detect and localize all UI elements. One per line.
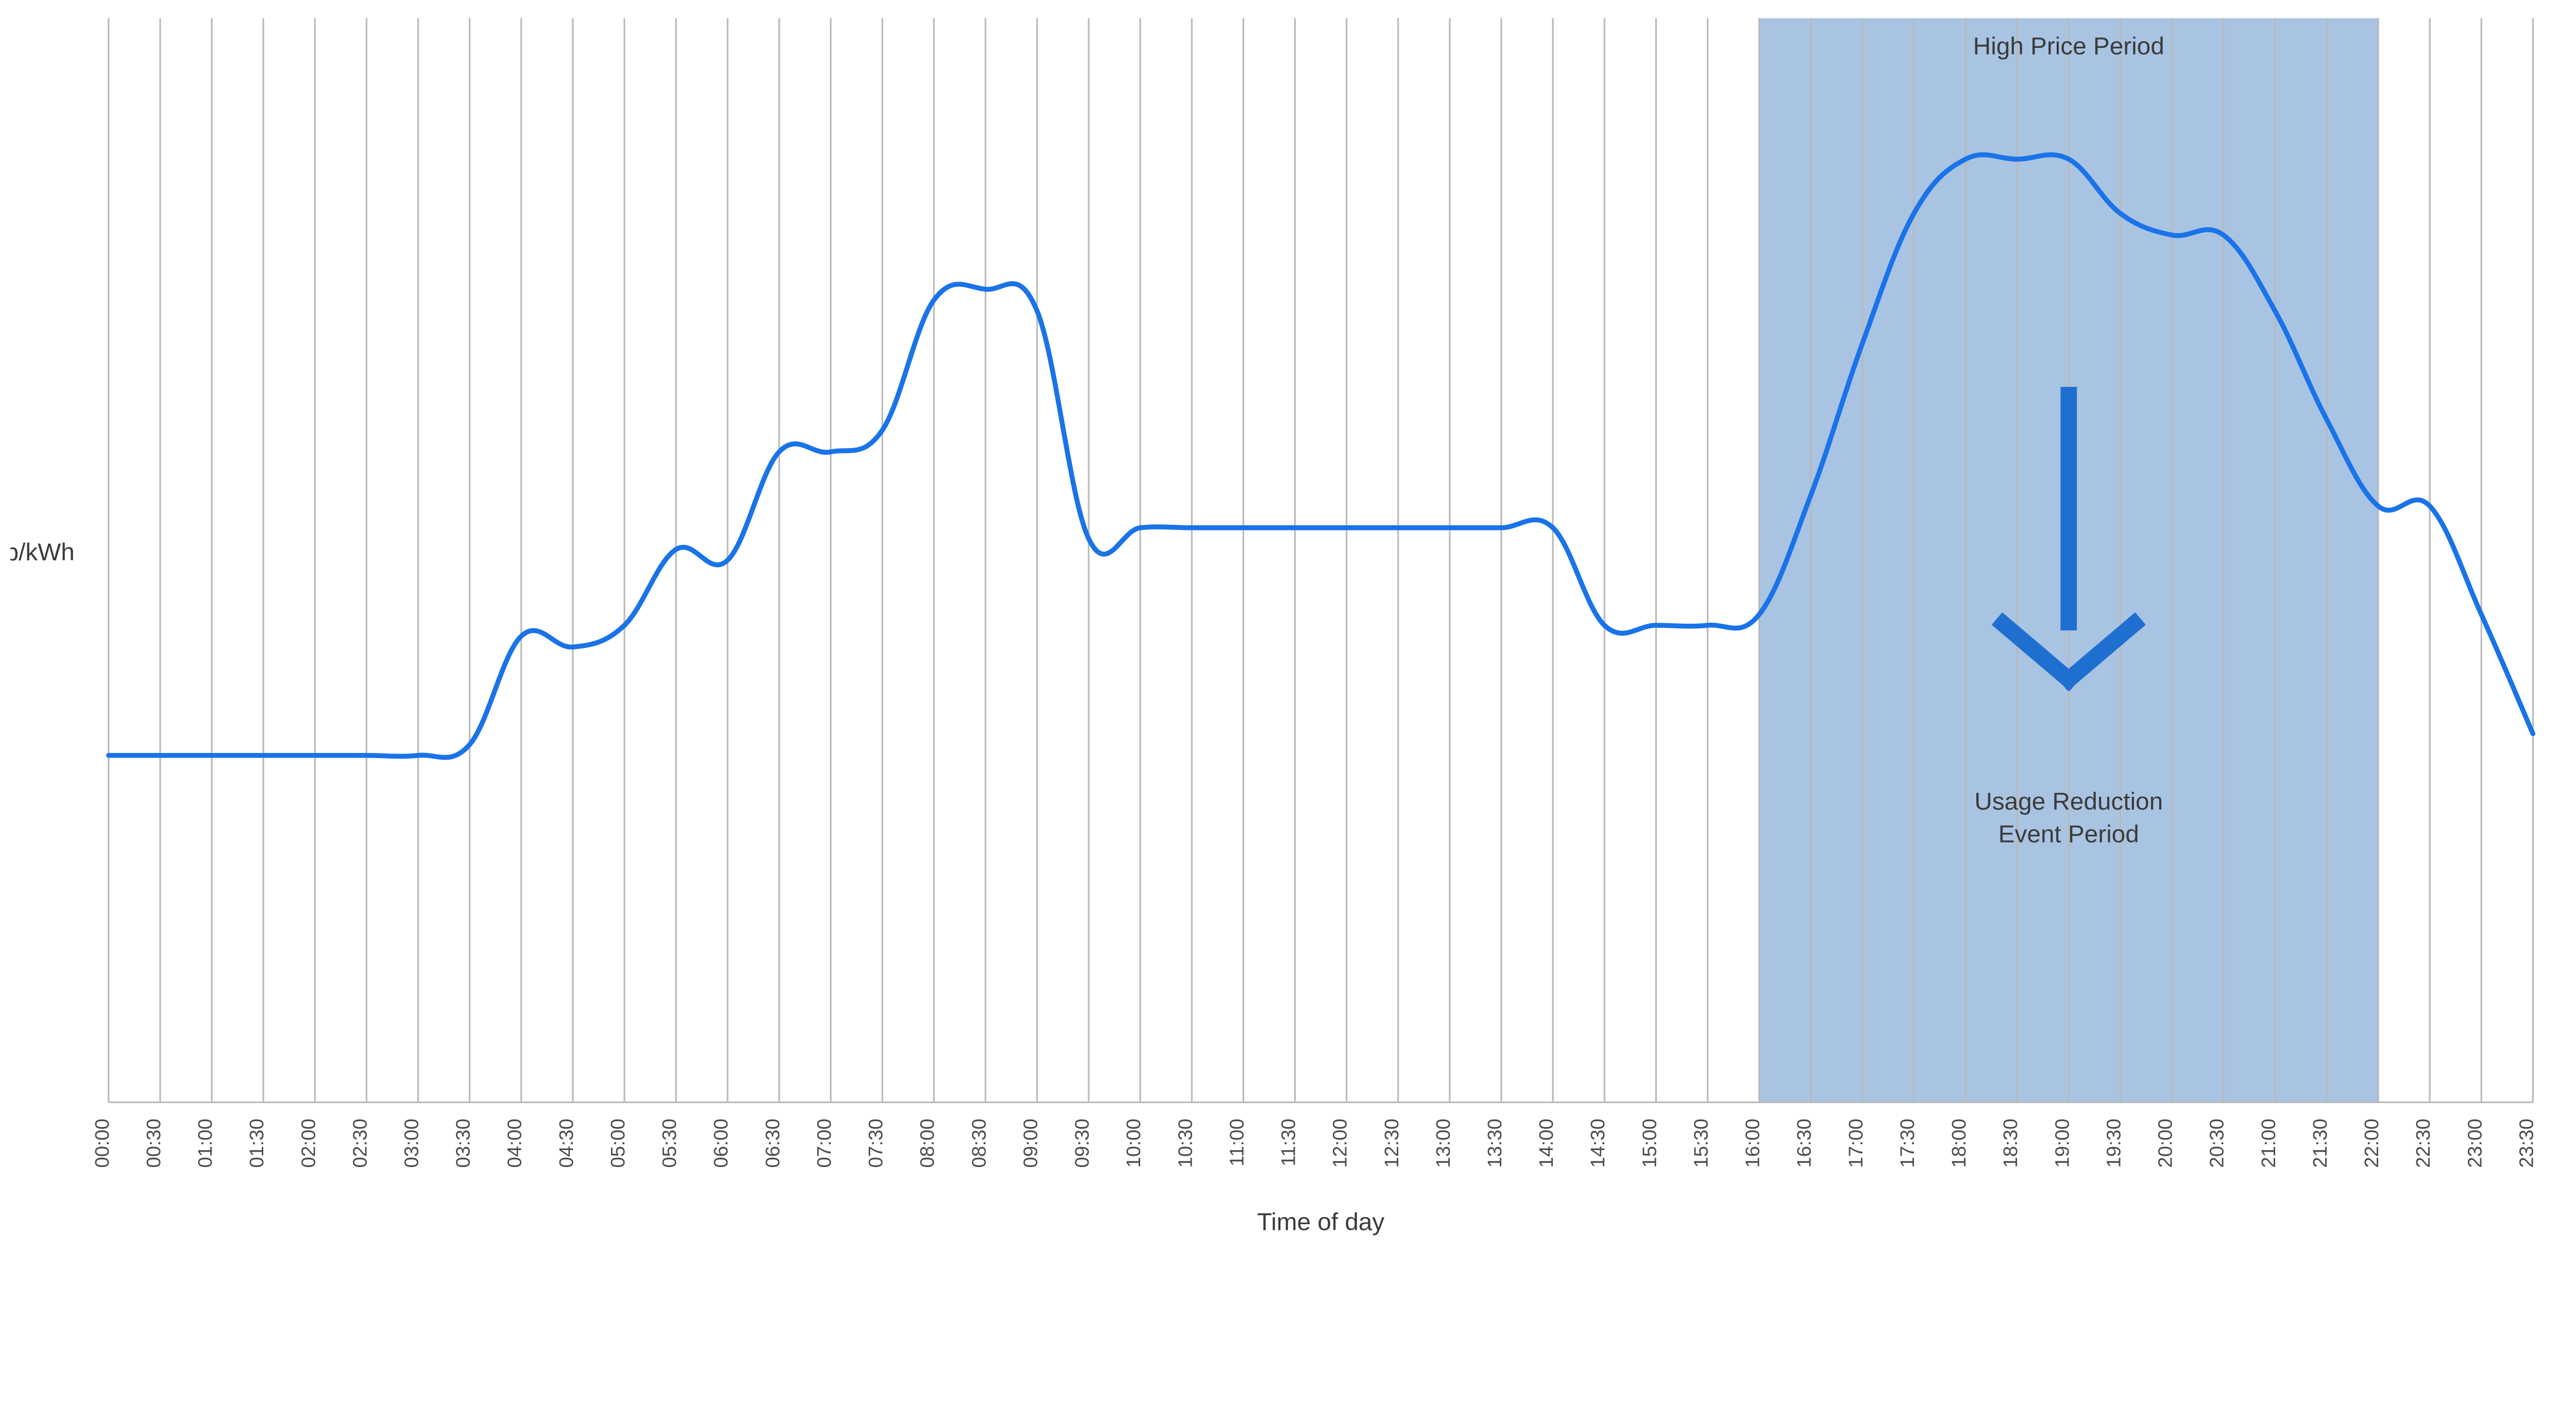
x-tick-label: 14:30 — [1587, 1119, 1609, 1168]
y-axis-title: p/kWh — [10, 539, 75, 566]
x-tick-label: 01:00 — [194, 1119, 216, 1168]
x-tick-label: 17:30 — [1896, 1119, 1919, 1168]
high-price-label: High Price Period — [1973, 32, 2164, 60]
usage-reduction-label: Usage Reduction — [1974, 788, 2163, 815]
x-tick-label: 08:30 — [968, 1119, 990, 1168]
chart-container: 00:00 00:30 01:00 01:30 02:00 02:30 03:00 03:30… — [0, 0, 2576, 1260]
x-tick-label: 21:00 — [2258, 1119, 2280, 1168]
x-tick-label: 18:00 — [1948, 1119, 1970, 1168]
x-tick-label: 06:30 — [761, 1119, 784, 1168]
x-tick-label: 15:00 — [1638, 1119, 1660, 1168]
x-tick-label: 20:00 — [2155, 1119, 2177, 1168]
x-tick-label: 13:30 — [1484, 1119, 1506, 1168]
x-tick-label: 19:30 — [2103, 1119, 2125, 1168]
x-tick-label: 22:30 — [2412, 1119, 2434, 1168]
x-tick-label: 07:00 — [813, 1119, 835, 1168]
x-tick-label: 09:30 — [1071, 1119, 1093, 1168]
x-tick-label: 10:30 — [1174, 1119, 1196, 1168]
x-tick-label: 04:30 — [555, 1119, 578, 1168]
x-tick-label: 16:30 — [1793, 1119, 1816, 1168]
x-tick-label: 23:30 — [2515, 1119, 2537, 1168]
x-tick-label: 07:30 — [865, 1119, 887, 1168]
x-tick-label: 04:00 — [504, 1119, 526, 1168]
usage-reduction-label: Event Period — [1998, 821, 2139, 848]
x-tick-label: 03:00 — [400, 1119, 422, 1168]
x-tick-label: 11:00 — [1226, 1119, 1248, 1167]
x-tick-label: 14:00 — [1535, 1119, 1557, 1168]
x-tick-label: 12:00 — [1329, 1119, 1351, 1168]
x-tick-label: 19:00 — [2051, 1119, 2073, 1168]
x-tick-label: 06:00 — [710, 1119, 732, 1168]
price-chart: 00:00 00:30 01:00 01:30 02:00 02:30 03:00 03:30… — [10, 5, 2566, 1249]
x-tick-label: 00:30 — [143, 1119, 165, 1168]
x-tick-label: 09:00 — [1020, 1119, 1042, 1168]
x-axis-title: Time of day — [1257, 1208, 1385, 1236]
x-tick-label: 22:00 — [2361, 1119, 2383, 1168]
x-tick-label: 03:30 — [452, 1119, 474, 1168]
x-tick-label: 02:30 — [349, 1119, 371, 1168]
x-tick-label: 23:00 — [2464, 1119, 2486, 1168]
x-tick-label: 13:00 — [1432, 1119, 1454, 1168]
x-tick-label: 16:00 — [1742, 1119, 1764, 1168]
x-tick-label: 02:00 — [297, 1119, 319, 1168]
x-tick-label: 18:30 — [1999, 1119, 2022, 1168]
x-tick-label: 15:30 — [1690, 1119, 1712, 1168]
x-tick-label: 21:30 — [2309, 1119, 2331, 1168]
x-tick-label: 20:30 — [2206, 1119, 2228, 1168]
x-tick-label: 10:00 — [1123, 1119, 1145, 1168]
x-tick-label: 00:00 — [91, 1119, 113, 1168]
x-tick-label: 01:30 — [246, 1119, 268, 1168]
x-tick-label: 05:00 — [607, 1119, 629, 1168]
x-tick-label: 08:00 — [917, 1119, 939, 1168]
x-tick-label: 05:30 — [658, 1119, 681, 1168]
x-tick-label: 17:00 — [1845, 1119, 1867, 1168]
x-tick-label: 11:30 — [1278, 1119, 1300, 1167]
x-tick-label: 12:30 — [1381, 1119, 1403, 1168]
